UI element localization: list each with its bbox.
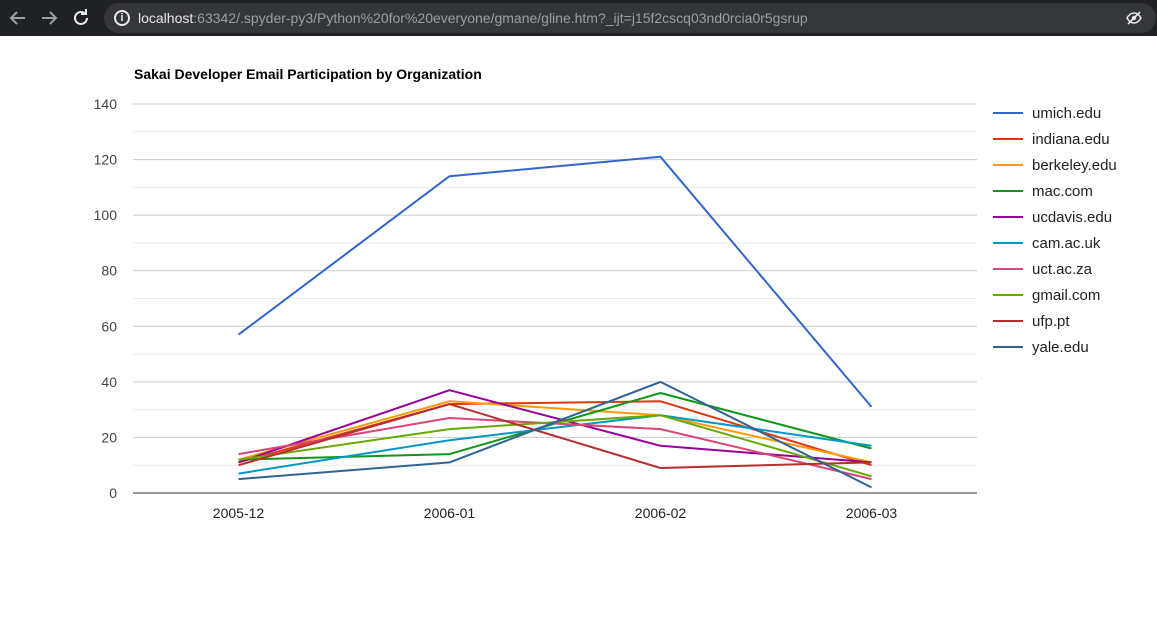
legend-entry[interactable]: indiana.edu: [993, 131, 1110, 148]
x-axis: 2005-12 2006-01 2006-02 2006-03: [213, 505, 898, 521]
series-line-indiana-edu: [238, 400, 872, 467]
legend-entry[interactable]: berkeley.edu: [993, 157, 1117, 174]
x-tick-label: 2005-12: [213, 505, 265, 521]
y-tick-label: 80: [101, 263, 117, 279]
y-tick-label: 20: [101, 429, 117, 445]
reload-button[interactable]: [69, 6, 93, 30]
series-line-berkeley-edu: [238, 400, 872, 464]
y-tick-label: 140: [94, 96, 118, 112]
legend-entry[interactable]: gmail.com: [993, 287, 1100, 304]
url-text: localhost:63342/.spyder-py3/Python%20for…: [138, 10, 808, 26]
legend-label: ufp.pt: [1032, 313, 1070, 330]
y-axis: 0 20 40 60 80 100 120 140: [94, 96, 118, 501]
series-lines: [237, 155, 873, 489]
forward-button[interactable]: [37, 6, 61, 30]
legend-entry[interactable]: uct.ac.za: [993, 261, 1093, 278]
line-chart: Sakai Developer Email Participation by O…: [94, 66, 1117, 521]
arrow-left-icon: [9, 11, 25, 25]
url-host: localhost: [138, 10, 194, 26]
address-bar[interactable]: i localhost:63342/.spyder-py3/Python%20f…: [104, 3, 1156, 33]
reload-icon: [74, 9, 88, 25]
series-line-uct-ac-za: [238, 417, 872, 481]
series-line-ufp-pt: [238, 403, 872, 469]
chart-legend: umich.edu indiana.edu berkeley.edu mac.com u…: [993, 105, 1117, 356]
browser-toolbar: i localhost:63342/.spyder-py3/Python%20f…: [0, 0, 1157, 36]
y-tick-label: 60: [101, 318, 117, 334]
legend-label: umich.edu: [1032, 105, 1101, 122]
chart-gridlines: [133, 103, 977, 494]
arrow-right-icon: [42, 11, 58, 25]
y-tick-label: 0: [109, 485, 117, 501]
legend-entry[interactable]: cam.ac.uk: [993, 235, 1101, 252]
legend-entry[interactable]: ucdavis.edu: [993, 209, 1112, 226]
url-path: :63342/.spyder-py3/Python%20for%20everyo…: [193, 10, 808, 26]
legend-entry[interactable]: yale.edu: [993, 339, 1089, 356]
series-line-ucdavis-edu: [238, 389, 872, 464]
back-button[interactable]: [6, 6, 30, 30]
chart-title: Sakai Developer Email Participation by O…: [134, 66, 482, 82]
legend-label: yale.edu: [1032, 339, 1089, 356]
series-line-cam-ac-uk: [238, 414, 872, 475]
legend-label: cam.ac.uk: [1032, 235, 1101, 252]
legend-entry[interactable]: mac.com: [993, 183, 1093, 200]
legend-label: mac.com: [1032, 183, 1093, 200]
legend-label: gmail.com: [1032, 287, 1100, 304]
x-tick-label: 2006-01: [424, 505, 476, 521]
y-tick-label: 100: [94, 207, 118, 223]
legend-label: uct.ac.za: [1032, 261, 1093, 278]
x-tick-label: 2006-03: [846, 505, 898, 521]
series-line-umich-edu: [237, 155, 873, 408]
legend-entry[interactable]: ufp.pt: [993, 313, 1070, 330]
x-tick-label: 2006-02: [635, 505, 687, 521]
y-tick-label: 120: [94, 152, 118, 168]
series-line-yale-edu: [238, 380, 872, 489]
eye-slash-icon[interactable]: [1126, 10, 1142, 26]
legend-label: indiana.edu: [1032, 131, 1110, 148]
y-tick-label: 40: [101, 374, 117, 390]
info-icon[interactable]: i: [114, 10, 130, 26]
legend-label: berkeley.edu: [1032, 157, 1117, 174]
legend-label: ucdavis.edu: [1032, 209, 1112, 226]
legend-entry[interactable]: umich.edu: [993, 105, 1101, 122]
